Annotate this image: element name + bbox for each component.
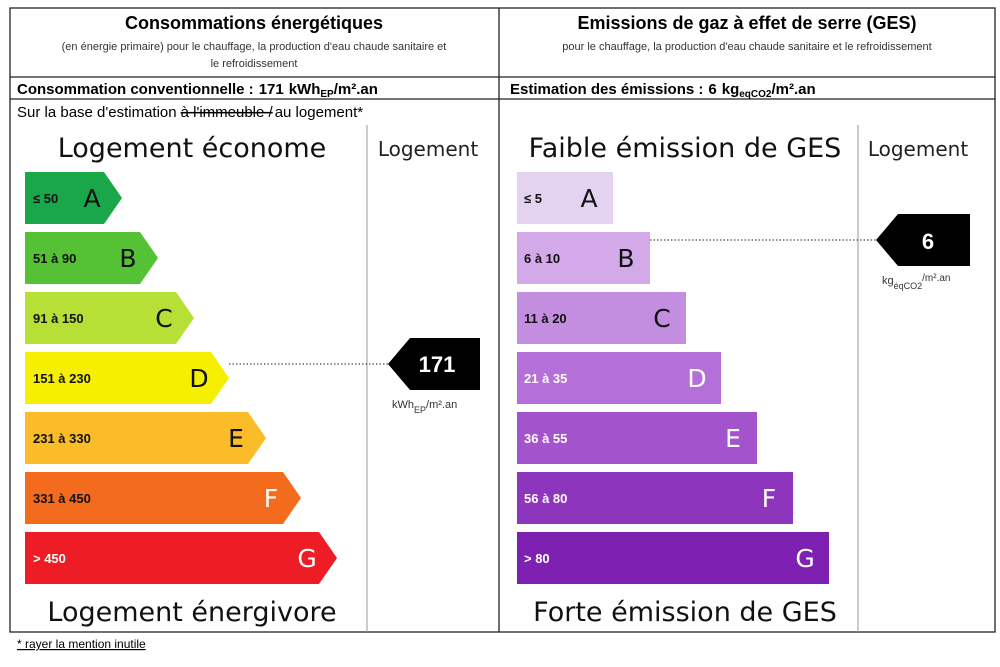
class-letter: B <box>617 244 634 273</box>
class-letter: E <box>228 424 244 453</box>
scale-bottom: Forte émission de GES <box>533 597 837 628</box>
unit: kWh <box>392 399 414 411</box>
class-bar <box>517 172 613 224</box>
subtitle: (en énergie primaire) pour le chauffage,… <box>62 41 447 53</box>
basis-text: Sur la base d'estimation <box>17 104 177 121</box>
class-letter: B <box>119 244 136 273</box>
rating-arrow <box>388 338 480 390</box>
class-letter: C <box>155 304 172 333</box>
class-bar <box>517 292 686 344</box>
rating-value: 6 <box>922 229 934 254</box>
rating-value: 171 <box>419 352 456 377</box>
class-bar <box>517 472 793 524</box>
class-range: 231 à 330 <box>33 431 91 446</box>
unit: /m².an <box>771 81 815 98</box>
unit-sub: éqCO2 <box>894 281 923 291</box>
unit: kWh <box>289 81 321 98</box>
class-bar <box>517 232 650 284</box>
title: Emissions de gaz à effet de serre (GES) <box>577 13 916 33</box>
scale-top: Faible émission de GES <box>529 133 842 164</box>
unit: kg <box>882 275 894 287</box>
class-range: 11 à 20 <box>524 311 567 326</box>
class-range: 91 à 150 <box>33 311 84 326</box>
class-bar <box>517 412 757 464</box>
title: Consommations énergétiques <box>125 13 383 33</box>
class-range: 151 à 230 <box>33 371 91 386</box>
class-range: ≤ 50 <box>33 191 58 206</box>
summary-value: 171 <box>259 81 284 98</box>
unit: /m².an <box>334 81 378 98</box>
rating-unit: kWhEP/m².an <box>392 399 457 415</box>
class-letter: D <box>189 364 208 393</box>
unit: /m².an <box>922 273 950 284</box>
unit-sub: eqCO2 <box>739 89 772 100</box>
unit: kg <box>722 81 740 98</box>
class-letter: A <box>580 184 597 213</box>
class-letter: G <box>297 544 316 573</box>
rating-arrow <box>876 214 970 266</box>
basis-struck: à l'immeuble / <box>181 104 274 121</box>
basis-text: au logement* <box>275 104 364 121</box>
class-letter: D <box>687 364 706 393</box>
class-bar <box>25 232 158 284</box>
scale-top: Logement économe <box>58 133 327 164</box>
footnote: * rayer la mention inutile <box>17 637 146 651</box>
class-range: 6 à 10 <box>524 251 560 266</box>
summary-label: Estimation des émissions : <box>510 81 703 98</box>
class-range: 51 à 90 <box>33 251 76 266</box>
class-bar <box>517 352 721 404</box>
subtitle: le refroidissement <box>211 58 298 70</box>
subtitle: pour le chauffage, la production d'eau c… <box>562 41 931 53</box>
class-bar <box>25 172 122 224</box>
class-bar <box>25 472 301 524</box>
column-label: Logement <box>378 137 478 161</box>
class-letter: G <box>795 544 814 573</box>
class-bar <box>25 292 194 344</box>
class-range: > 80 <box>524 551 550 566</box>
scale-bottom: Logement énergivore <box>47 597 336 628</box>
unit: /m².an <box>426 399 457 411</box>
class-range: 21 à 35 <box>524 371 567 386</box>
class-bar <box>25 352 229 404</box>
class-letter: F <box>762 484 776 513</box>
unit-sub: EP <box>414 405 426 415</box>
summary-value: 6 <box>708 81 716 98</box>
class-bar <box>25 412 266 464</box>
column-label: Logement <box>868 137 968 161</box>
frame <box>9 7 996 633</box>
summary: Estimation des émissions : 6 kgeqCO2/m².an <box>510 81 816 100</box>
rating-unit: kgéqCO2/m².an <box>882 273 951 291</box>
class-range: 36 à 55 <box>524 431 567 446</box>
class-range: ≤ 5 <box>524 191 542 206</box>
class-letter: E <box>725 424 741 453</box>
class-bar <box>517 532 829 584</box>
class-letter: C <box>653 304 670 333</box>
unit-sub: EP <box>320 89 334 100</box>
basis: Sur la base d'estimation à l'immeuble / au… <box>17 104 363 121</box>
summary: Consommation conventionnelle : 171 kWhEP/m… <box>17 81 378 100</box>
class-range: 56 à 80 <box>524 491 567 506</box>
class-range: > 450 <box>33 551 66 566</box>
class-letter: A <box>83 184 100 213</box>
class-letter: F <box>264 484 278 513</box>
class-range: 331 à 450 <box>33 491 91 506</box>
class-bar <box>25 532 337 584</box>
summary-label: Consommation conventionnelle : <box>17 81 254 98</box>
